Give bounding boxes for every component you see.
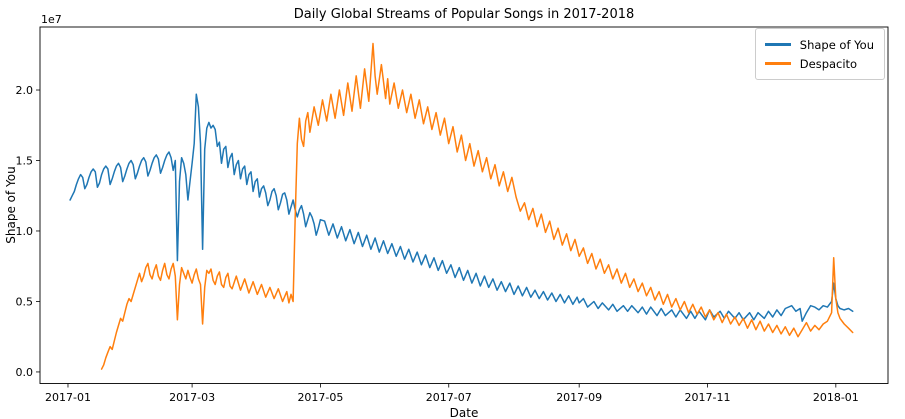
legend-line-sample	[764, 43, 791, 46]
y-axis-tick-label: 0.0	[16, 366, 34, 379]
x-axis-label: Date	[449, 406, 479, 419]
series-line-despacito	[100, 42, 854, 370]
y-axis-offset-label: 1e7	[41, 13, 62, 26]
y-axis-tick-label: 1.5	[16, 154, 34, 167]
legend-label: Shape of You	[799, 37, 874, 52]
x-axis-tick-label: 2018-01	[813, 391, 859, 404]
x-axis-tick-label: 2017-05	[297, 391, 343, 404]
legend-entry-shape-of-you: Shape of You	[764, 35, 874, 54]
x-axis-tick-label: 2017-11	[685, 391, 731, 404]
axes-frame	[39, 26, 889, 384]
legend-entry-despacito: Despacito	[764, 54, 874, 73]
y-axis-tick-label: 1.0	[16, 225, 34, 238]
legend: Shape of You Despacito	[754, 28, 885, 80]
x-axis-tick-label: 2017-09	[556, 391, 602, 404]
legend-label: Despacito	[799, 56, 858, 71]
x-axis-tick-label: 2017-07	[426, 391, 472, 404]
y-axis-label: Shape of You	[4, 166, 18, 244]
y-axis-tick-label: 0.5	[16, 295, 34, 308]
x-axis-tick-label: 2017-03	[169, 391, 215, 404]
series-line-shape-of-you	[69, 93, 854, 322]
legend-line-sample	[764, 62, 791, 65]
chart-title: Daily Global Streams of Popular Songs in…	[293, 7, 635, 22]
x-axis-tick-label: 2017-01	[45, 391, 91, 404]
y-axis-tick-label: 2.0	[16, 84, 34, 97]
